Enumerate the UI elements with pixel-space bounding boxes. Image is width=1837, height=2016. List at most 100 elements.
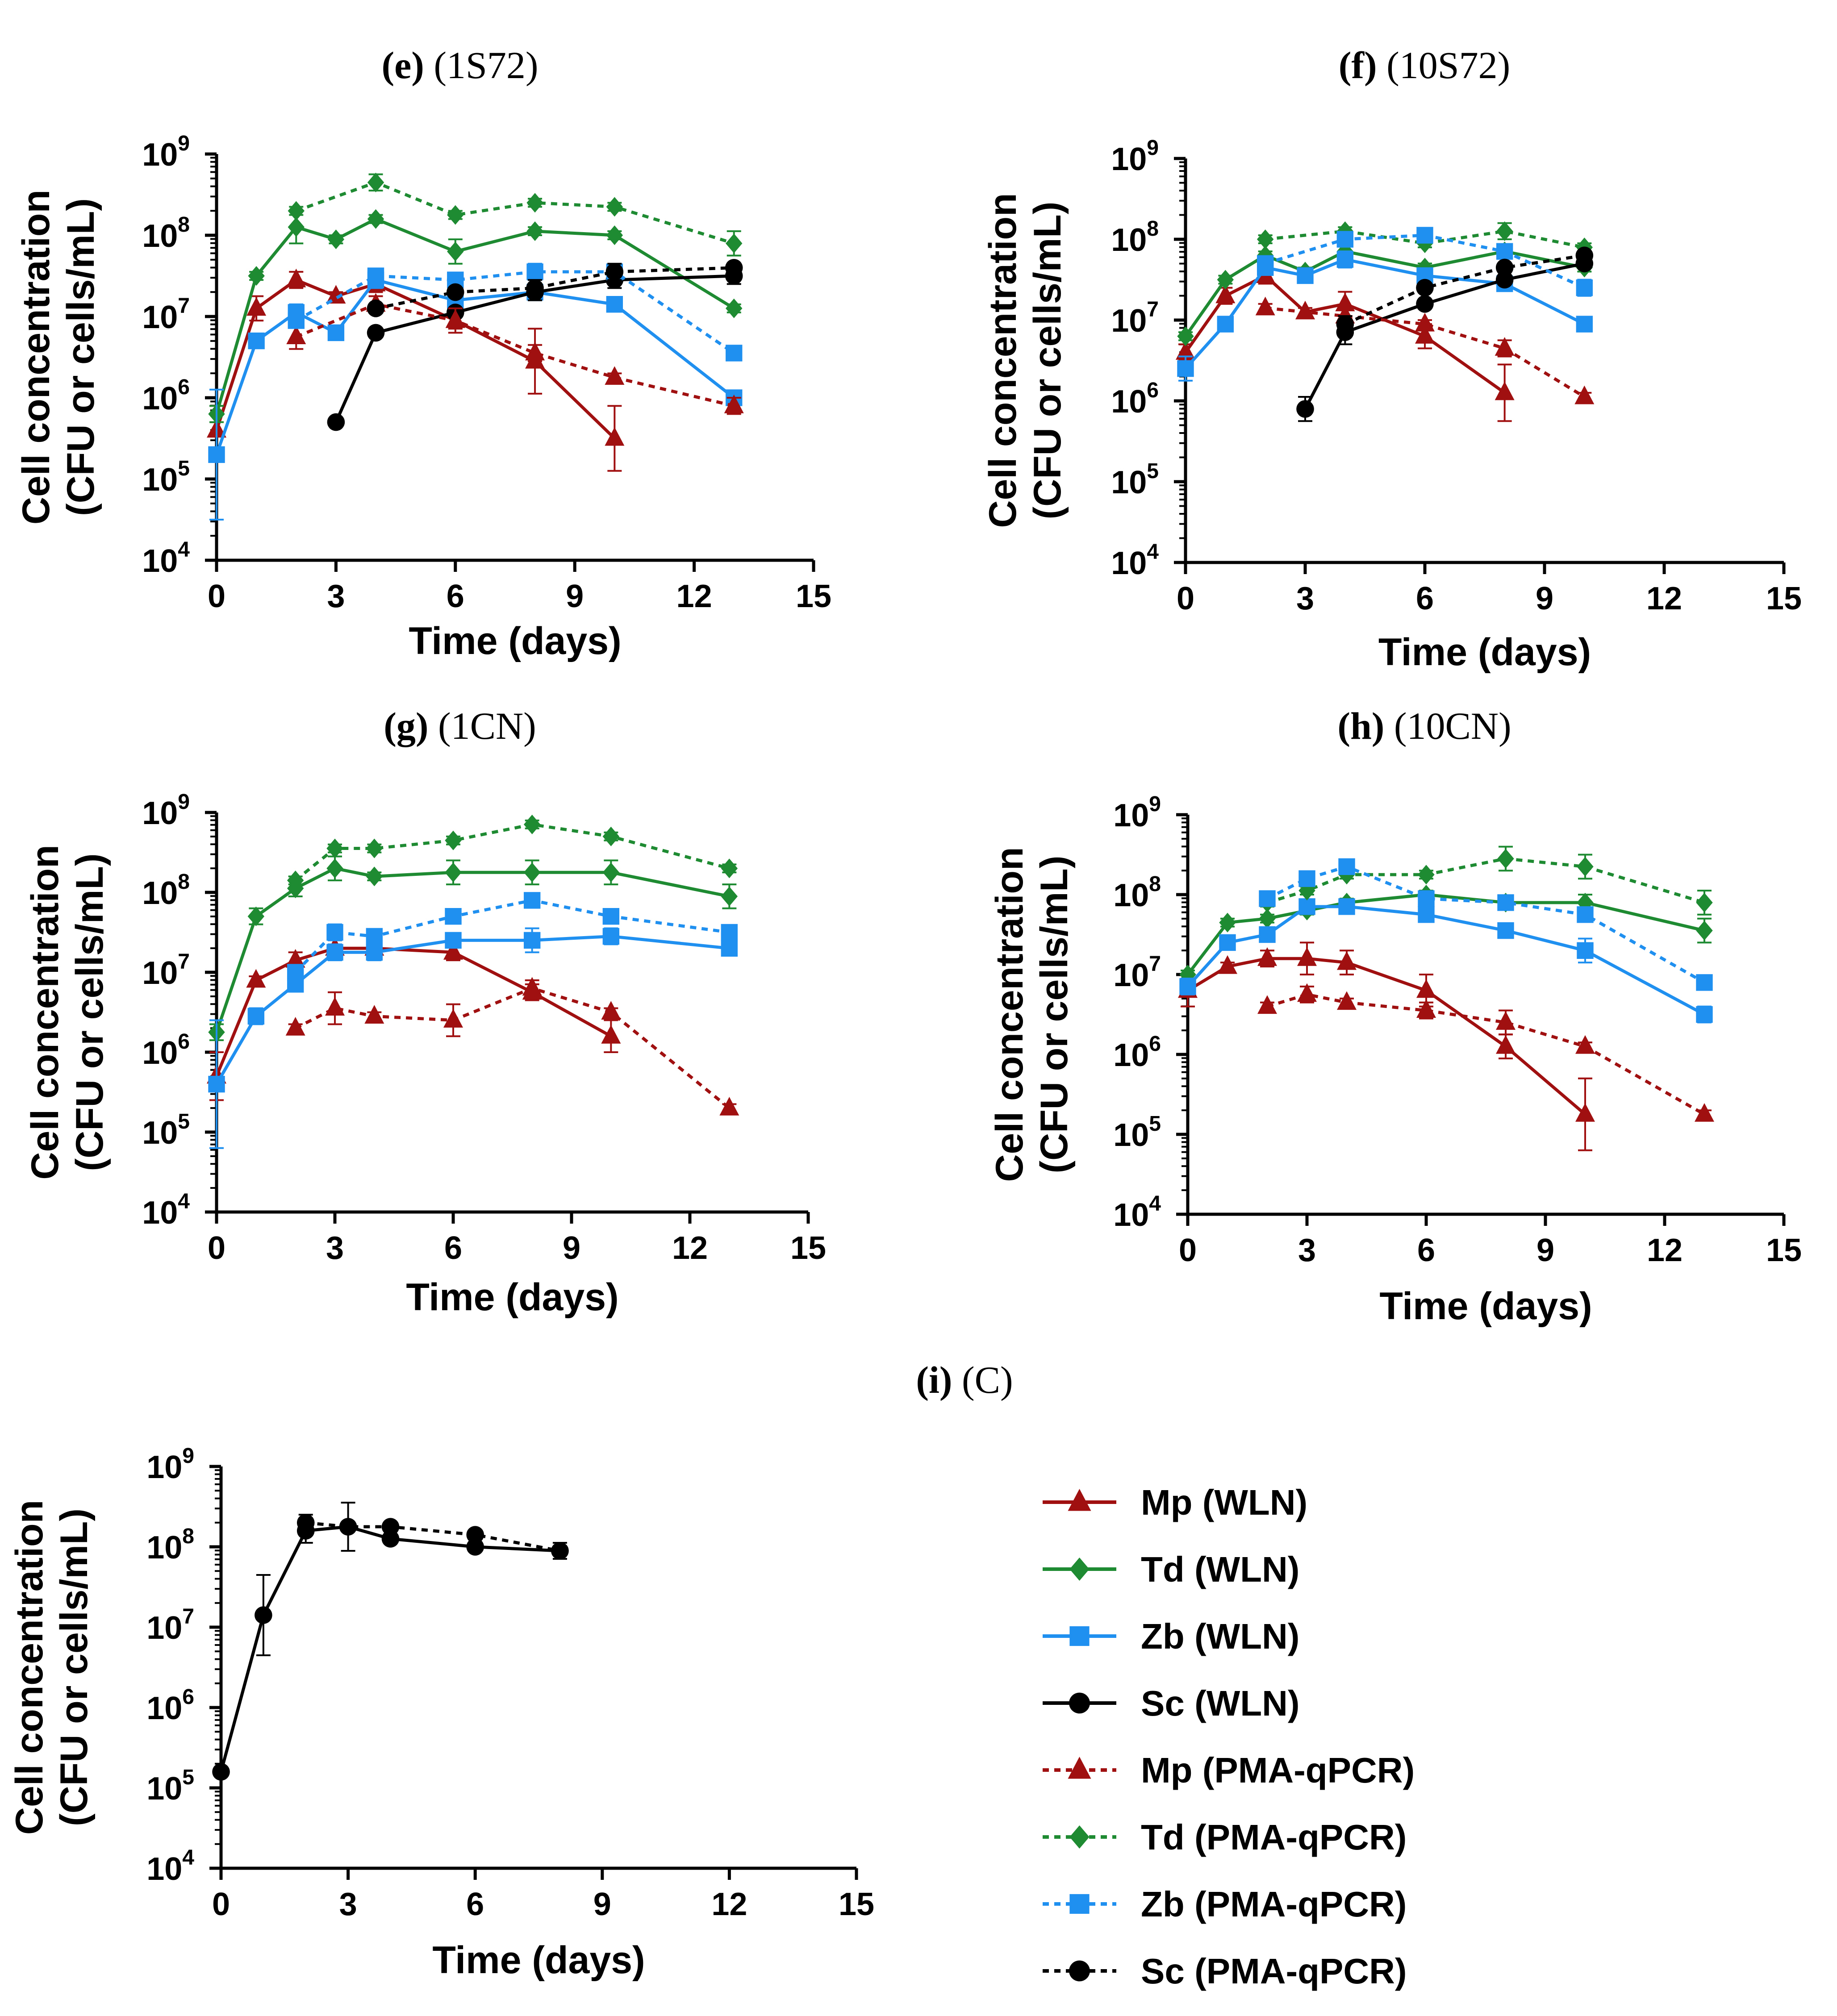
diamond-marker [326, 858, 343, 879]
y-tick-exponent: 8 [1149, 872, 1161, 896]
circle-marker [551, 1542, 569, 1560]
panel-title-rest: (10S72) [1377, 44, 1511, 87]
triangle-marker [1415, 325, 1435, 344]
y-tick-base: 10 [1113, 1197, 1149, 1233]
triangle-marker [286, 268, 306, 287]
chart-panel: (g) (1CN)0 3 6 9 12 15104105106107108109Time … [24, 704, 826, 1319]
y-tick-base: 10 [146, 1851, 182, 1887]
square-marker [1177, 360, 1194, 377]
triangle-marker [1176, 341, 1195, 360]
y-tick-exponent: 6 [1149, 1032, 1161, 1056]
panel-title: (f) (10S72) [1339, 44, 1511, 87]
y-tick-exponent: 4 [1149, 1192, 1161, 1216]
x-tick-label: 0 [208, 579, 225, 614]
y-tick-exponent: 8 [178, 213, 190, 237]
x-tick-label: 3 [326, 1230, 344, 1266]
legend-entry: Zb (PMA-qPCR) [1043, 1884, 1407, 1924]
triangle-marker [601, 1001, 621, 1020]
legend-entry: Td (WLN) [1043, 1549, 1299, 1589]
x-tick-label: 15 [839, 1887, 874, 1922]
axes [1184, 158, 1784, 564]
y-tick-base: 10 [142, 218, 178, 254]
x-tick-label: 9 [1536, 1233, 1554, 1268]
y-tick-label: 105 [1113, 1112, 1161, 1153]
series-sc_pma [367, 259, 743, 317]
y-tick-exponent: 9 [178, 132, 190, 155]
circle-marker [339, 1518, 357, 1536]
y-tick-exponent: 4 [178, 1190, 190, 1213]
series-mp_wln [1178, 941, 1595, 1151]
diamond-marker [326, 838, 343, 858]
series-sc_wln [212, 1502, 569, 1781]
square-marker [1259, 926, 1276, 943]
y-tick-label: 105 [1111, 459, 1159, 500]
triangle-marker [1496, 1011, 1516, 1030]
triangle-marker [326, 285, 346, 304]
panel-title-letter: (f) [1339, 44, 1377, 87]
panel-title: (i) (C) [916, 1358, 1013, 1401]
diamond-marker [1496, 221, 1513, 241]
square-marker [208, 446, 225, 463]
y-tick-exponent: 7 [182, 1605, 194, 1629]
triangle-marker [1295, 300, 1315, 320]
chart-panel: (e) (1S72)0 3 6 9 12 15104105106107108109Time… [15, 44, 831, 662]
series-line [295, 303, 735, 408]
y-tick-exponent: 8 [178, 870, 190, 894]
x-axis-label: Time (days) [406, 1276, 618, 1319]
diamond-marker [445, 862, 462, 883]
diamond-marker [526, 193, 543, 213]
circle-marker [1416, 295, 1434, 313]
series-zb_pma [1257, 227, 1593, 297]
y-tick-label: 107 [146, 1605, 194, 1646]
triangle-marker [1255, 296, 1275, 316]
square-marker [1696, 1006, 1713, 1023]
y-tick-label: 108 [1111, 217, 1159, 258]
y-tick-base: 10 [142, 796, 178, 831]
diamond-marker [523, 814, 541, 834]
panel-title-rest: (10CN) [1384, 704, 1511, 747]
square-marker [526, 263, 543, 280]
y-axis-label-line1: Cell concentration [15, 190, 58, 525]
y-tick-label: 104 [1111, 540, 1159, 581]
y-axis-label: Cell concentration(CFU or cells/mL) [15, 190, 102, 525]
y-tick-label: 106 [142, 375, 190, 417]
diamond-marker [1577, 892, 1594, 912]
chart-panel: (h) (10CN)0 3 6 9 12 15104105106107108109Time… [988, 704, 1802, 1328]
y-tick-base: 10 [142, 1195, 178, 1231]
diamond-marker [366, 866, 383, 887]
legend-entry: Mp (PMA-qPCR) [1043, 1750, 1415, 1790]
series-zb_wln [208, 927, 738, 1149]
circle-marker [367, 324, 385, 342]
square-marker [445, 908, 462, 925]
y-tick-exponent: 9 [182, 1444, 194, 1468]
circle-marker [1069, 1960, 1090, 1982]
y-tick-label: 104 [142, 1190, 190, 1231]
y-tick-label: 109 [146, 1444, 194, 1485]
chart-panel: (f) (10S72)0 3 6 9 12 15104105106107108109Tim… [981, 44, 1802, 674]
triangle-marker [601, 1025, 621, 1044]
x-tick-label: 12 [1646, 581, 1682, 616]
x-tick-label: 9 [563, 1230, 580, 1266]
square-marker [248, 332, 265, 350]
series-line [1344, 254, 1585, 326]
y-tick-base: 10 [146, 1610, 182, 1646]
y-tick-exponent: 7 [1147, 298, 1159, 321]
y-tick-exponent: 6 [1147, 379, 1159, 402]
square-marker [445, 932, 462, 949]
y-axis-label-line2: (CFU or cells/mL) [1033, 856, 1076, 1174]
y-tick-exponent: 8 [182, 1524, 194, 1548]
triangle-marker [1257, 947, 1277, 966]
square-marker [326, 944, 343, 961]
square-marker [1577, 942, 1594, 959]
y-tick-exponent: 5 [178, 457, 190, 480]
panel-title-letter: (e) [381, 44, 424, 87]
square-marker [1336, 231, 1354, 248]
triangle-marker [445, 309, 465, 328]
y-tick-base: 10 [142, 1115, 178, 1151]
x-tick-label: 0 [212, 1887, 230, 1922]
diamond-marker [606, 197, 623, 217]
y-tick-exponent: 5 [178, 1110, 190, 1133]
series-line [215, 946, 612, 1077]
series-td_pma [287, 814, 738, 891]
square-marker [606, 296, 623, 313]
